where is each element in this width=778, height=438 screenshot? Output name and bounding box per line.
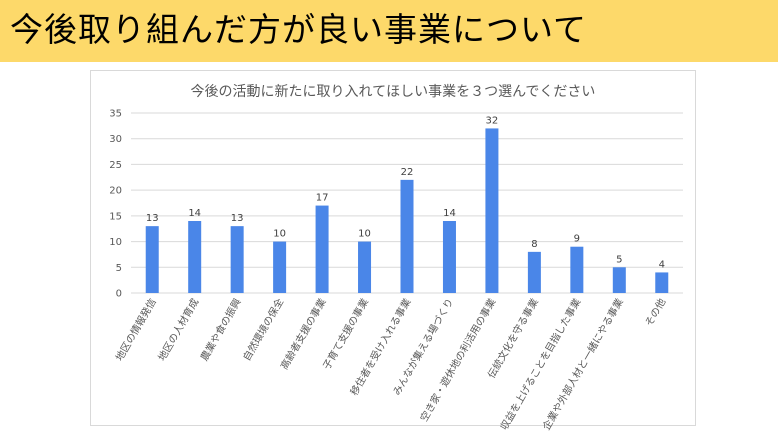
data-label: 4 — [659, 259, 665, 270]
header-banner: 今後取り組んだ方が良い事業について — [0, 0, 778, 62]
bar — [527, 251, 541, 293]
data-label: 8 — [531, 239, 537, 250]
bar — [655, 272, 669, 293]
data-label: 5 — [616, 254, 622, 265]
bar — [442, 221, 456, 293]
y-tick-label: 25 — [109, 160, 122, 171]
y-axis-ticks: 0 5 10 15 20 25 30 35 — [109, 109, 122, 300]
x-category-label: 地区の人材育成 — [155, 296, 201, 363]
bar — [570, 246, 584, 293]
x-category-label: 収益を上げることを目指した事業 — [497, 296, 583, 432]
data-label: 22 — [401, 167, 414, 178]
bar — [358, 241, 372, 293]
x-category-label: 高齢者支援の事業 — [277, 296, 328, 372]
x-category-label: 自然環境の保全 — [240, 296, 286, 363]
y-tick-label: 0 — [116, 289, 122, 300]
bars — [145, 128, 669, 293]
y-tick-label: 30 — [109, 134, 122, 145]
bar — [612, 267, 626, 293]
data-labels: 13 14 13 10 17 10 22 14 32 8 9 5 4 — [146, 115, 665, 270]
data-label: 13 — [231, 213, 244, 224]
y-tick-label: 35 — [109, 109, 122, 120]
data-label: 14 — [443, 208, 456, 219]
x-category-label: その他 — [642, 296, 668, 328]
data-label: 10 — [358, 229, 371, 240]
y-tick-label: 10 — [109, 237, 122, 248]
data-label: 13 — [146, 213, 159, 224]
bar — [273, 241, 287, 293]
x-axis-labels: 地区の情報発信地区の人材育成農業や食の振興自然環境の保全高齢者支援の事業子育て支… — [113, 296, 669, 432]
y-tick-label: 20 — [109, 186, 122, 197]
x-category-label: 子育て支援の事業 — [320, 296, 371, 372]
bar — [145, 226, 159, 293]
y-tick-label: 5 — [116, 263, 122, 274]
data-label: 32 — [486, 115, 499, 126]
chart-title: 今後の活動に新たに取り入れてほしい事業を３つ選んでください — [191, 84, 596, 100]
x-category-label: 農業や食の振興 — [197, 296, 243, 363]
bar — [485, 128, 499, 293]
x-category-label: 企業や外部人材と一緒にやる事業 — [540, 296, 626, 432]
bar — [400, 179, 414, 293]
bar — [315, 205, 329, 293]
data-label: 17 — [316, 193, 329, 204]
x-category-label: 空き家・遊休地の利活用の事業 — [417, 296, 498, 424]
x-category-label: 地区の情報発信 — [113, 296, 159, 363]
bar — [188, 221, 202, 293]
page-title: 今後取り組んだ方が良い事業について — [10, 10, 588, 49]
bar — [230, 226, 244, 293]
y-tick-label: 15 — [109, 211, 122, 222]
data-label: 10 — [273, 229, 286, 240]
data-label: 9 — [574, 234, 580, 245]
data-label: 14 — [188, 208, 201, 219]
